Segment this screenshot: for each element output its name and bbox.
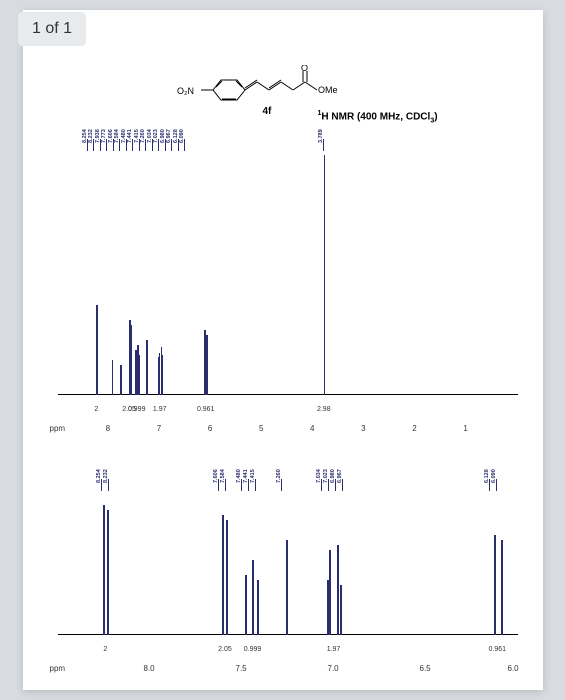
axis-unit: ppm bbox=[50, 424, 66, 433]
peak bbox=[206, 335, 208, 395]
peak bbox=[146, 340, 148, 395]
peak bbox=[97, 310, 99, 395]
axis-tick: 8 bbox=[106, 424, 110, 433]
axis-tick: 3 bbox=[361, 424, 365, 433]
axis-tick: 2 bbox=[412, 424, 416, 433]
peak bbox=[161, 355, 163, 395]
integral-value: 0.961 bbox=[488, 646, 506, 653]
document-page: O₂N O OMe 4f 1H NMR (400 MHz, CDCl3) 8.2… bbox=[23, 10, 543, 690]
svg-text:O₂N: O₂N bbox=[177, 86, 194, 96]
peak bbox=[245, 575, 247, 635]
svg-text:O: O bbox=[301, 65, 308, 73]
peak bbox=[222, 515, 224, 635]
peak bbox=[130, 325, 132, 395]
integral-value: 0.999 bbox=[244, 646, 262, 653]
nmr-text: H NMR (400 MHz, CDCl bbox=[321, 111, 430, 122]
peak bbox=[340, 585, 342, 635]
integral-value: 2 bbox=[103, 646, 107, 653]
peak bbox=[324, 155, 326, 395]
peak bbox=[257, 580, 259, 635]
peak bbox=[286, 540, 288, 635]
peak bbox=[112, 360, 114, 395]
axis-tick: 4 bbox=[310, 424, 314, 433]
axis-tick: 8.0 bbox=[144, 664, 155, 673]
axis-unit: ppm bbox=[50, 664, 66, 673]
integral-value: 2.98 bbox=[317, 406, 331, 413]
baseline bbox=[58, 394, 518, 395]
peak bbox=[139, 355, 141, 395]
axis-tick: 6 bbox=[208, 424, 212, 433]
axis-tick: 6.5 bbox=[420, 664, 431, 673]
compound-id: 4f bbox=[263, 106, 272, 117]
integral-value: 1.97 bbox=[327, 646, 341, 653]
spectrum-full: 8.2548.2327.9387.7737.6067.5847.4807.441… bbox=[58, 125, 518, 435]
integral-value: 2.05 bbox=[218, 646, 232, 653]
integral-value: 2 bbox=[94, 406, 98, 413]
peak bbox=[329, 550, 331, 635]
peak bbox=[494, 535, 496, 635]
integral-value: 0.999 bbox=[128, 406, 146, 413]
nmr-title: 1H NMR (400 MHz, CDCl3) bbox=[318, 110, 438, 124]
nmr-post: ) bbox=[434, 111, 437, 122]
peak bbox=[107, 510, 109, 635]
svg-text:OMe: OMe bbox=[318, 85, 338, 95]
integral-value: 1.97 bbox=[153, 406, 167, 413]
integral-value: 0.961 bbox=[197, 406, 215, 413]
peak bbox=[501, 540, 503, 635]
axis-tick: 7.0 bbox=[328, 664, 339, 673]
peak bbox=[103, 505, 105, 635]
peak bbox=[226, 520, 228, 635]
axis-tick: 6.0 bbox=[508, 664, 519, 673]
axis-tick: 7 bbox=[157, 424, 161, 433]
axis-tick: 5 bbox=[259, 424, 263, 433]
page-indicator: 1 of 1 bbox=[18, 12, 86, 46]
spectrum-zoom: 8.2548.2327.6067.5847.4807.4417.4157.260… bbox=[58, 465, 518, 675]
peak bbox=[120, 365, 122, 395]
axis-tick: 1 bbox=[463, 424, 467, 433]
axis-tick: 7.5 bbox=[236, 664, 247, 673]
peak bbox=[252, 560, 254, 635]
